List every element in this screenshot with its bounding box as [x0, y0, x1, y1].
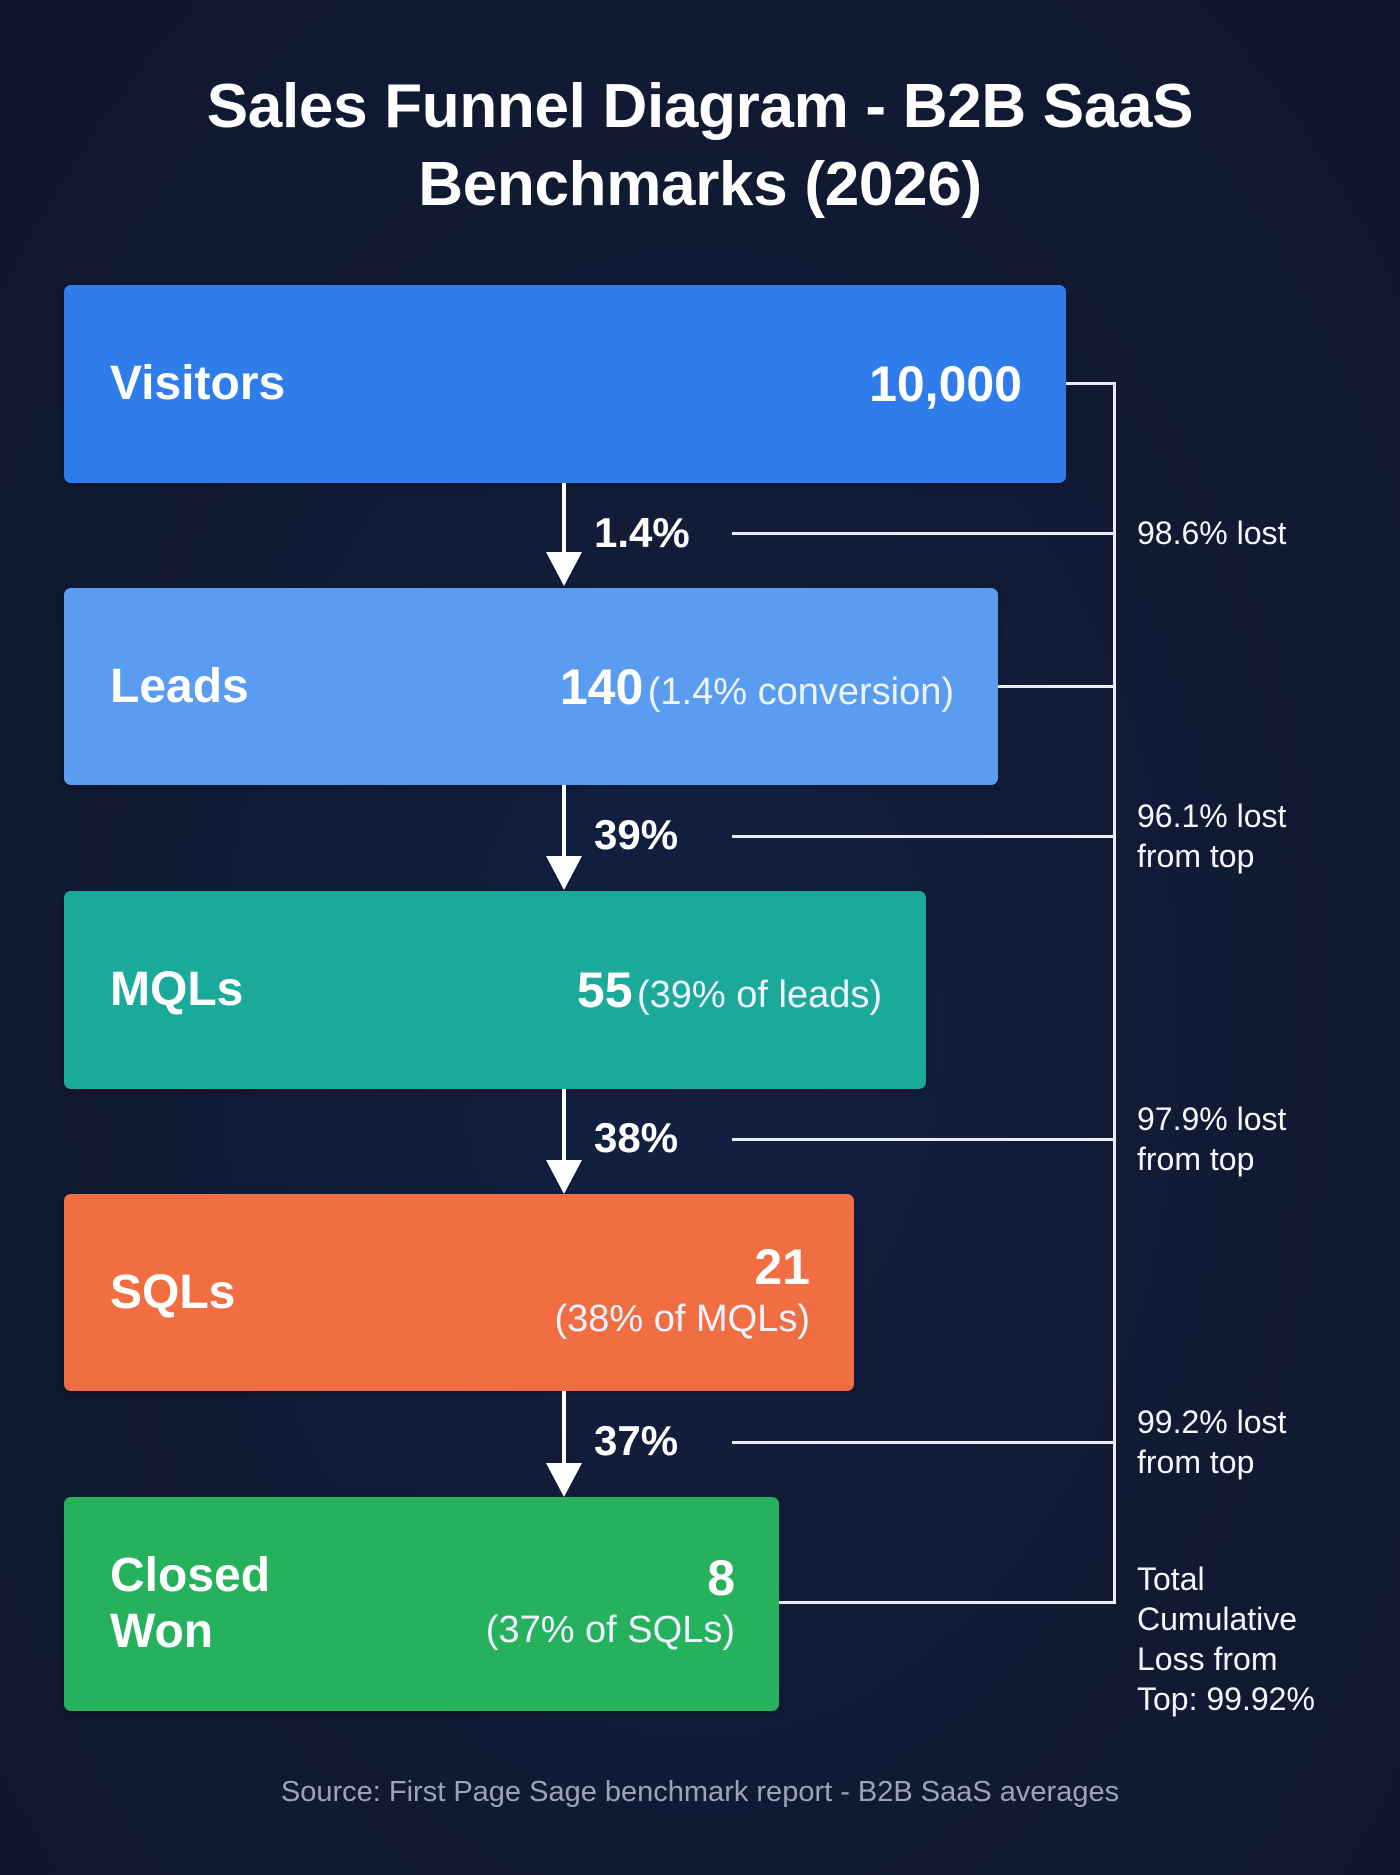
- stage-name: SQLs: [110, 1265, 236, 1319]
- stage-value: 8 (37% of SQLs): [486, 1552, 735, 1656]
- stage-note: (38% of MQLs): [554, 1297, 810, 1340]
- loss-note-subtext: from top: [1137, 1141, 1255, 1177]
- stage-name: Leads: [110, 659, 249, 713]
- stage-name: MQLs: [110, 963, 244, 1016]
- stage-note: (39% of leads): [636, 974, 882, 1016]
- loss-note-text: 97.9% lost: [1137, 1101, 1287, 1137]
- stage-count: 21: [754, 1238, 810, 1295]
- down-arrow-icon: [546, 1160, 582, 1194]
- connector-line: [998, 685, 1116, 688]
- stage-count: 8: [707, 1550, 735, 1606]
- connector-line: [732, 1138, 1116, 1141]
- loss-note: 98.6% lost: [1137, 513, 1286, 553]
- connector-line: [732, 532, 1116, 535]
- total-loss-note: Total Cumulative Loss from Top: 99.92%: [1137, 1559, 1315, 1719]
- stage-name: Visitors: [110, 357, 286, 410]
- loss-note-text: 98.6% lost: [1137, 515, 1287, 551]
- down-arrow-icon: [546, 552, 582, 586]
- total-loss-line: Total: [1137, 1561, 1205, 1597]
- stage-note: (1.4% conversion): [647, 670, 954, 713]
- stage-value: 55 (39% of leads): [577, 961, 882, 1019]
- title-line-1: Sales Funnel Diagram - B2B SaaS: [206, 72, 1194, 141]
- stage-note: (37% of SQLs): [485, 1609, 735, 1651]
- total-loss-line: Cumulative: [1137, 1601, 1298, 1637]
- title-line-2: Benchmarks (2026): [418, 150, 982, 219]
- stage-name-line-1: Closed: [110, 1549, 271, 1602]
- stage-name-line-2: Won: [110, 1605, 214, 1658]
- stage-name: Closed Won: [110, 1548, 270, 1660]
- arrow-shaft: [562, 1089, 566, 1161]
- source-footnote: Source: First Page Sage benchmark report…: [280, 1776, 1120, 1808]
- conversion-rate: 38%: [594, 1114, 679, 1161]
- arrow-shaft: [562, 483, 566, 553]
- loss-note: 99.2% lost from top: [1137, 1402, 1286, 1482]
- stage-closed-won: Closed Won 8 (37% of SQLs): [64, 1497, 779, 1711]
- stage-value: 10,000: [869, 355, 1022, 413]
- stage-count: 10,000: [869, 356, 1022, 412]
- stage-value: 140 (1.4% conversion): [560, 658, 954, 716]
- stage-value: 21 (38% of MQLs): [554, 1241, 810, 1345]
- stage-count: 140: [559, 658, 644, 715]
- stage-mqls: MQLs 55 (39% of leads): [64, 891, 926, 1089]
- arrow-shaft: [562, 785, 566, 857]
- arrow-shaft: [562, 1391, 566, 1464]
- stage-leads: Leads 140 (1.4% conversion): [64, 588, 998, 785]
- connector-line: [1066, 382, 1116, 385]
- loss-note-subtext: from top: [1137, 1444, 1255, 1480]
- down-arrow-icon: [546, 856, 582, 890]
- stage-count: 55: [576, 962, 633, 1018]
- stage-sqls: SQLs 21 (38% of MQLs): [64, 1194, 854, 1391]
- loss-note-subtext: from top: [1137, 838, 1255, 874]
- stage-visitors: Visitors 10,000: [64, 285, 1066, 483]
- loss-note: 96.1% lost from top: [1137, 796, 1286, 876]
- loss-note: 97.9% lost from top: [1137, 1099, 1286, 1179]
- loss-note-text: 96.1% lost: [1137, 798, 1287, 834]
- conversion-rate: 39%: [594, 811, 679, 858]
- conversion-rate: 1.4%: [594, 509, 690, 556]
- total-loss-line: Loss from: [1137, 1641, 1278, 1677]
- total-loss-line: Top: 99.92%: [1137, 1681, 1315, 1717]
- down-arrow-icon: [546, 1463, 582, 1497]
- connector-line: [732, 1441, 1116, 1444]
- bracket-vertical-line: [1113, 382, 1116, 1604]
- page-title: Sales Funnel Diagram - B2B SaaS Benchmar…: [0, 68, 1400, 224]
- loss-note-text: 99.2% lost: [1137, 1404, 1287, 1440]
- connector-line: [779, 1601, 1116, 1604]
- connector-line: [732, 835, 1116, 838]
- conversion-rate: 37%: [594, 1417, 679, 1464]
